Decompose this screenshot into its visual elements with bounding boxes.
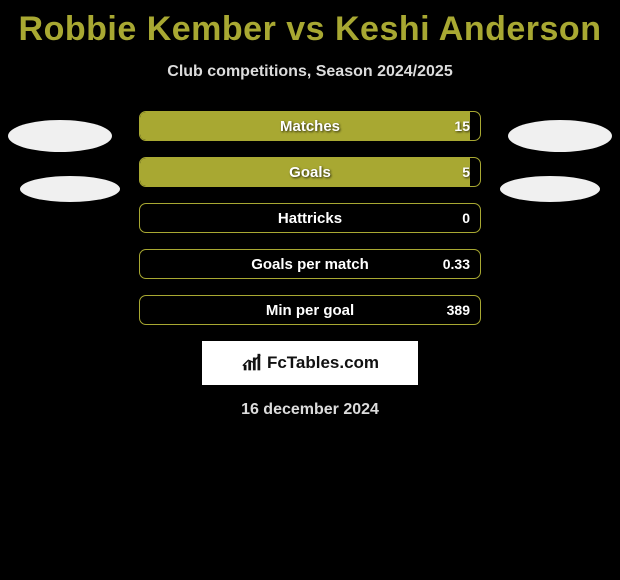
bar-value: 15 [454, 112, 470, 140]
bar-hattricks: Hattricks 0 [139, 203, 481, 233]
bar-label: Matches [140, 112, 480, 140]
bar-matches: Matches 15 [139, 111, 481, 141]
avatar-left-top [8, 120, 112, 152]
bar-min-per-goal: Min per goal 389 [139, 295, 481, 325]
page-subtitle: Club competitions, Season 2024/2025 [0, 63, 620, 81]
brand-text: FcTables.com [267, 353, 379, 373]
bar-goals-per-match: Goals per match 0.33 [139, 249, 481, 279]
bar-goals: Goals 5 [139, 157, 481, 187]
bar-label: Hattricks [140, 204, 480, 232]
avatar-left-bottom [20, 176, 120, 202]
bar-label: Min per goal [140, 296, 480, 324]
bar-label: Goals per match [140, 250, 480, 278]
avatar-right-bottom [500, 176, 600, 202]
bar-value: 0 [462, 204, 470, 232]
stat-bars: Matches 15 Goals 5 Hattricks 0 Goals per… [139, 111, 481, 325]
brand-box: FcTables.com [202, 341, 418, 385]
avatar-right-top [508, 120, 612, 152]
bar-label: Goals [140, 158, 480, 186]
page-title: Robbie Kember vs Keshi Anderson [0, 0, 620, 49]
bar-value: 0.33 [443, 250, 470, 278]
bar-value: 389 [447, 296, 470, 324]
bar-chart-icon [241, 352, 263, 374]
footer-date: 16 december 2024 [0, 401, 620, 419]
bar-value: 5 [462, 158, 470, 186]
